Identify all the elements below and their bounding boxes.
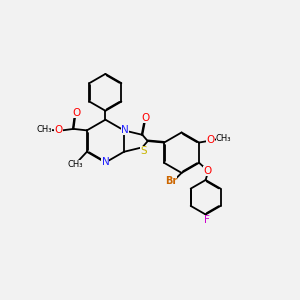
Text: O: O [55,125,63,135]
Text: N: N [121,125,128,135]
Text: CH₃: CH₃ [216,134,231,143]
Text: S: S [140,146,147,156]
Text: O: O [206,136,214,146]
Text: O: O [72,108,81,118]
Text: CH₃: CH₃ [36,125,52,134]
Text: CH₃: CH₃ [67,160,83,169]
Text: O: O [142,112,150,123]
Text: F: F [204,215,210,225]
Text: Br: Br [165,176,177,186]
Text: O: O [203,166,211,176]
Text: N: N [101,158,109,167]
